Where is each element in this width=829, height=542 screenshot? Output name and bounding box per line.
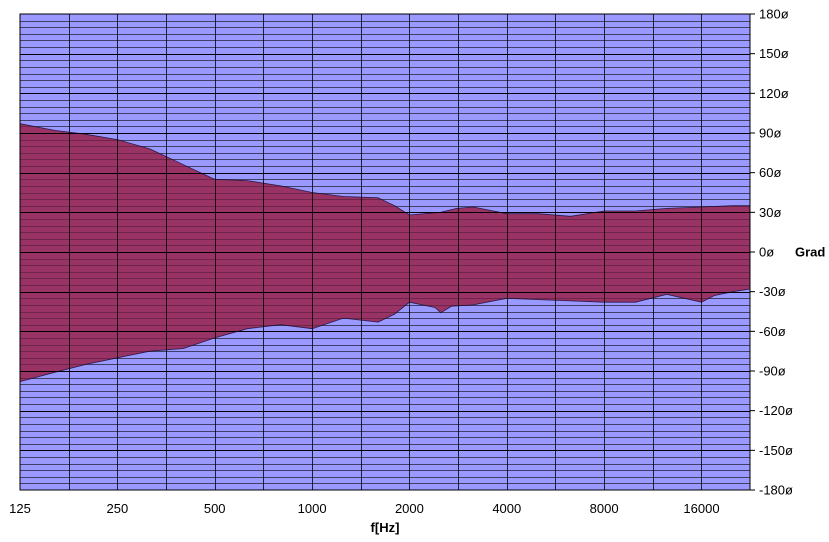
x-tick-labels: 125 250 500 1000 2000 4000 8000 16000 [9,501,719,516]
x-tick-label: 125 [9,501,31,516]
y-tick-label: 0ø [759,245,774,260]
y-tick-label: -120ø [759,403,793,418]
y-axis-label: Grad [795,245,825,260]
major-grid-lines [20,14,750,490]
y-tick-label: -60ø [759,324,786,339]
x-tick-label: 500 [204,501,226,516]
y-tick-label: 30ø [759,205,781,220]
y-tick-label: 120ø [759,86,789,101]
y-tick-label: -150ø [759,443,793,458]
x-tick-label: 4000 [492,501,521,516]
y-tick-label: -180ø [759,483,793,498]
y-tick-label: -30ø [759,284,786,299]
x-axis-label: f[Hz] [371,520,400,535]
x-tick-label: 2000 [395,501,424,516]
x-tick-label: 8000 [590,501,619,516]
y-tick-label: 90ø [759,126,781,141]
x-tick-label: 250 [107,501,129,516]
x-tick-label: 1000 [298,501,327,516]
y-tick-label: -90ø [759,364,786,379]
y-tick-label: 180ø [759,7,789,22]
y-tick-label: 150ø [759,46,789,61]
x-tick-label: 16000 [683,501,719,516]
y-tick-labels: 180ø 150ø 120ø 90ø 60ø 30ø 0ø -30ø -60ø -90ø -120ø… [750,7,793,498]
y-tick-label: 60ø [759,165,781,180]
